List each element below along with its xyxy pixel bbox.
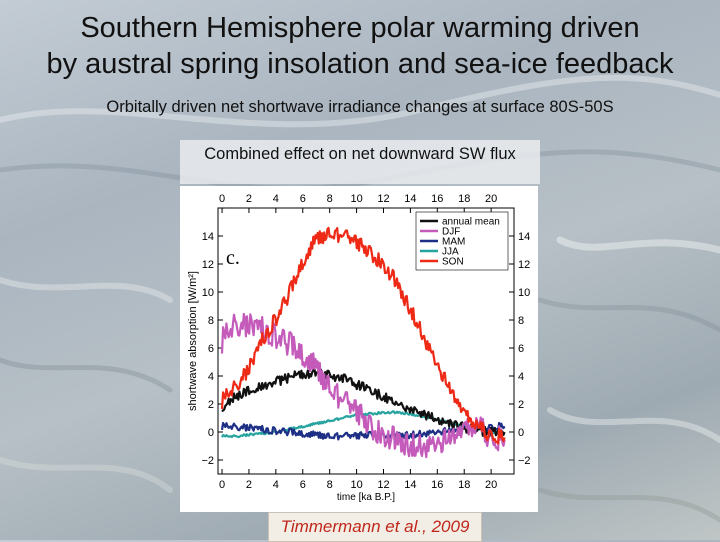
series-line-djf [220,312,506,459]
x-tick-label-bottom: 0 [219,479,225,491]
x-tick-label-bottom: 10 [350,479,362,491]
y-tick-label-left: 10 [202,287,214,299]
y-tick-label-right: 6 [518,343,524,355]
x-tick-label-bottom: 8 [327,479,333,491]
x-tick-label-top: 2 [246,193,252,205]
x-tick-label-top: 16 [431,193,443,205]
series-line-son [220,226,506,445]
legend-label-mam: MAM [442,237,465,248]
slide-subtitle: Orbitally driven net shortwave irradianc… [106,98,614,116]
x-tick-label-bottom: 6 [300,479,306,491]
x-tick-label-top: 10 [350,193,362,205]
y-tick-label-right: 0 [518,427,524,439]
y-tick-label-right: 2 [518,399,524,411]
chart-container: 0 0 2 2 4 4 6 6 8 8 10 10 12 12 14 14 16 16 18 18 20 20 −2 −2 0 0… [180,186,538,512]
y-tick-label-right: 10 [518,287,530,299]
x-tick-label-top: 12 [377,193,389,205]
x-tick-label-top: 8 [327,193,333,205]
y-tick-label-right: 4 [518,371,524,383]
y-tick-label-right: 14 [518,231,530,243]
x-tick-label-top: 14 [404,193,416,205]
y-tick-label-left: 8 [208,315,214,327]
legend-label-annual-mean: annual mean [442,217,500,228]
x-tick-label-top: 4 [273,193,279,205]
x-axis-title: time [ka B.P.] [337,492,395,503]
y-tick-label-left: 6 [208,343,214,355]
line-chart: 0 0 2 2 4 4 6 6 8 8 10 10 12 12 14 14 16 16 18 18 20 20 −2 −2 0 0… [187,193,531,503]
panel-caption: Combined effect on net downward SW flux [180,140,540,184]
x-tick-label-top: 6 [300,193,306,205]
y-tick-label-left: 2 [208,399,214,411]
plot-frame [217,207,515,475]
y-tick-label-left: 12 [202,259,214,271]
x-tick-label-top: 18 [458,193,470,205]
slide-title: Southern Hemisphere polar warming driven… [0,10,720,82]
citation: Timmermann et al., 2009 [268,512,482,542]
slide-title-line-2: by austral spring insolation and sea-ice… [46,48,674,80]
y-tick-label-left: 0 [208,427,214,439]
x-tick-label-bottom: 16 [431,479,443,491]
x-tick-label-bottom: 20 [485,479,497,491]
x-tick-label-bottom: 18 [458,479,470,491]
panel-label: c. [226,247,240,269]
x-tick-label-top: 0 [219,193,225,205]
y-tick-label-left: 4 [208,371,214,383]
y-tick-label-right: −2 [518,455,531,467]
x-tick-label-top: 20 [485,193,497,205]
legend-label-djf: DJF [442,227,460,238]
y-tick-label-left: 14 [202,231,214,243]
x-tick-label-bottom: 12 [377,479,389,491]
y-tick-label-right: 12 [518,259,530,271]
legend-label-son: SON [442,257,464,268]
legend-label-jja: JJA [442,247,459,258]
y-tick-label-left: −2 [201,455,214,467]
y-axis-title: shortwave absorption [W/m²] [187,271,199,411]
x-tick-label-bottom: 2 [246,479,252,491]
x-tick-label-bottom: 14 [404,479,416,491]
x-tick-label-bottom: 4 [273,479,279,491]
y-tick-label-right: 8 [518,315,524,327]
slide-title-line-1: Southern Hemisphere polar warming driven [80,12,640,44]
